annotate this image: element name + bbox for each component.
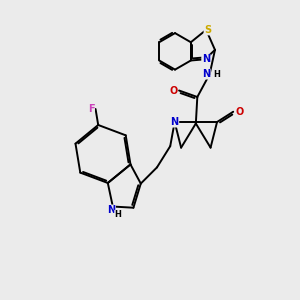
Text: N: N (171, 117, 179, 127)
Text: N: N (107, 205, 116, 215)
Text: F: F (88, 104, 94, 114)
Text: N: N (202, 69, 210, 79)
Text: H: H (214, 70, 220, 79)
Text: O: O (169, 85, 177, 95)
Text: N: N (202, 54, 210, 64)
Text: O: O (235, 107, 243, 117)
Text: S: S (204, 25, 211, 35)
Text: H: H (115, 210, 122, 219)
